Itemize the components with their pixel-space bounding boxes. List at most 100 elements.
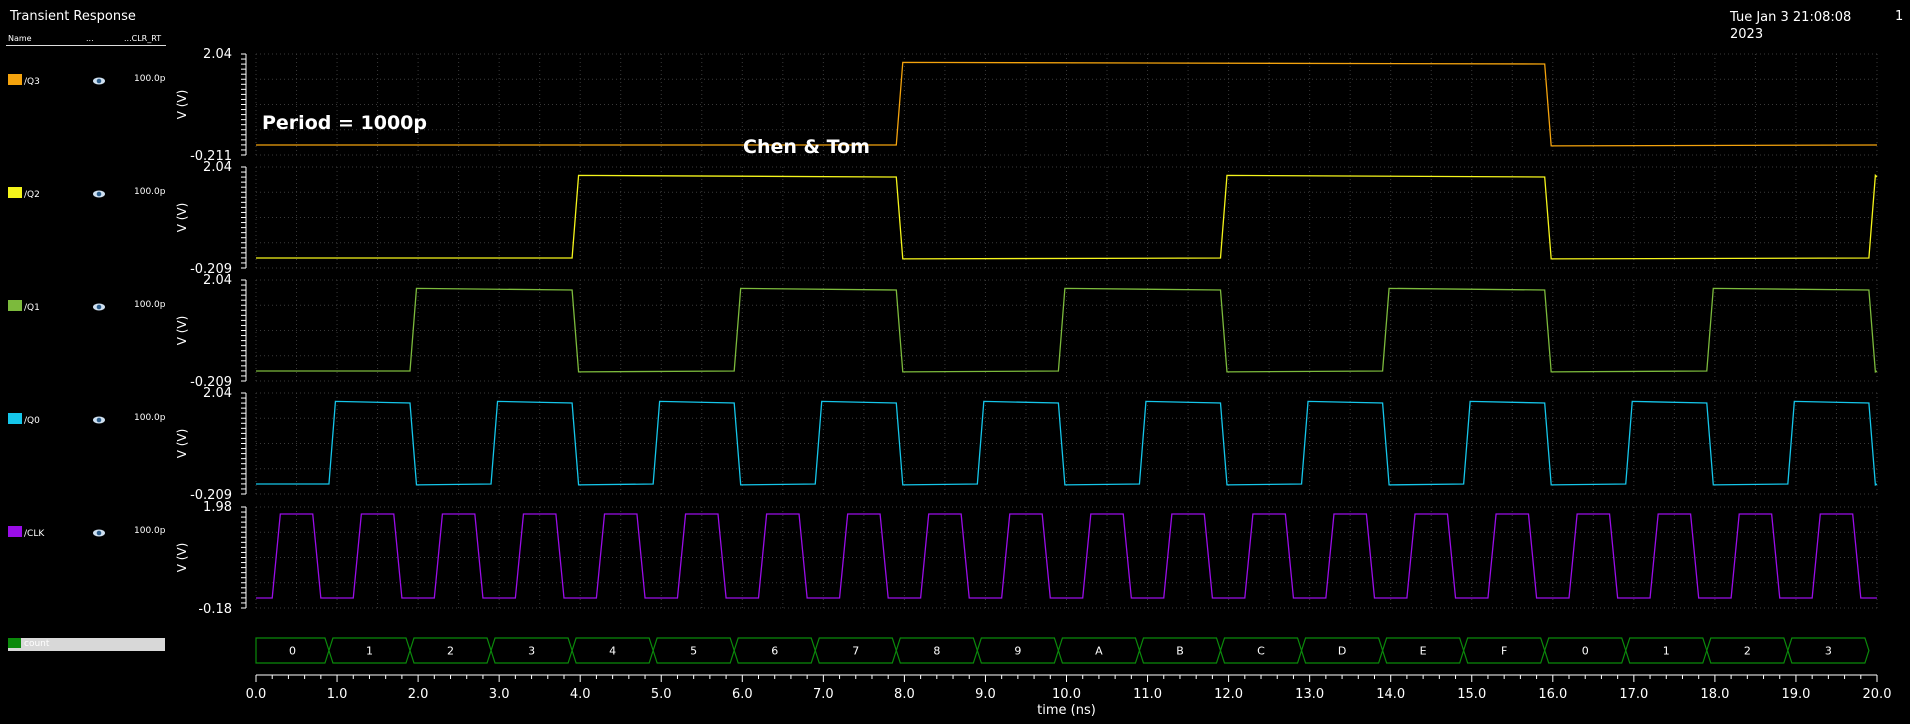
legend-item-value: 100.0p bbox=[134, 187, 166, 197]
legend-item-value: 100.0p bbox=[134, 413, 166, 423]
bus-segment bbox=[409, 637, 492, 664]
eye-icon[interactable] bbox=[92, 301, 106, 313]
y-axis-label: V (V) bbox=[175, 429, 189, 459]
waveform-q0 bbox=[256, 400, 1878, 486]
bus-value: F bbox=[1501, 645, 1507, 658]
color-swatch bbox=[8, 187, 22, 198]
bus-value: 0 bbox=[1582, 645, 1589, 658]
y-min-label: -0.209 bbox=[190, 375, 232, 390]
bus-value: 2 bbox=[447, 645, 454, 658]
bus-value: B bbox=[1176, 645, 1184, 658]
bus-segment bbox=[571, 637, 654, 664]
x-tick-label: 5.0 bbox=[651, 687, 672, 702]
bus-value: D bbox=[1338, 645, 1346, 658]
legend-item-clk[interactable]: /CLK 100.0p bbox=[6, 526, 168, 540]
bus-value: 2 bbox=[1744, 645, 1751, 658]
trace-panel-q3 bbox=[241, 53, 1878, 156]
bus-segment bbox=[1787, 637, 1870, 664]
trace-panel-clk bbox=[241, 506, 1878, 609]
bus-value: 1 bbox=[1663, 645, 1670, 658]
bus-value: 8 bbox=[933, 645, 940, 658]
bus-value: 6 bbox=[771, 645, 778, 658]
x-tick-label: 12.0 bbox=[1214, 687, 1243, 702]
legend-item-value: 100.0p bbox=[134, 300, 166, 310]
legend-item-q2[interactable]: /Q2 100.0p bbox=[6, 187, 168, 201]
legend-item-value: 100.0p bbox=[134, 526, 166, 536]
x-tick-label: 1.0 bbox=[327, 687, 348, 702]
bus-value: 4 bbox=[609, 645, 616, 658]
x-tick-label: 4.0 bbox=[570, 687, 591, 702]
legend-item-label: /CLK bbox=[24, 529, 45, 539]
bus-value: 7 bbox=[852, 645, 859, 658]
bus-value: 1 bbox=[366, 645, 373, 658]
bus-value: C bbox=[1257, 645, 1265, 658]
bus-segment bbox=[1706, 637, 1789, 664]
bus-segment bbox=[733, 637, 816, 664]
trace-panel-q2 bbox=[241, 166, 1878, 269]
y-axis-label: V (V) bbox=[175, 90, 189, 120]
bus-segment bbox=[1625, 637, 1708, 664]
waveform-clk bbox=[256, 513, 1877, 599]
bus-segment bbox=[1381, 637, 1465, 664]
legend-item-label: /Q3 bbox=[24, 77, 40, 87]
x-tick-label: 6.0 bbox=[732, 687, 753, 702]
bus-segment bbox=[652, 637, 735, 664]
bus-value: 5 bbox=[690, 645, 697, 658]
legend-item-q1[interactable]: /Q1 100.0p bbox=[6, 300, 168, 314]
y-axis-label: V (V) bbox=[175, 543, 189, 573]
y-min-label: -0.211 bbox=[190, 149, 232, 164]
x-tick-label: 15.0 bbox=[1457, 687, 1486, 702]
x-tick-label: 16.0 bbox=[1538, 687, 1567, 702]
x-tick-label: 11.0 bbox=[1133, 687, 1162, 702]
x-tick-label: 19.0 bbox=[1781, 687, 1810, 702]
bus-value: 3 bbox=[1825, 645, 1832, 658]
bus-segment bbox=[1057, 637, 1141, 664]
period-annotation: Period = 1000p bbox=[262, 112, 427, 134]
bus-segment bbox=[976, 637, 1060, 664]
color-swatch bbox=[8, 413, 22, 424]
x-tick-label: 10.0 bbox=[1052, 687, 1081, 702]
legend-item-label: /Q0 bbox=[24, 416, 40, 426]
bus-segment bbox=[490, 637, 573, 664]
legend-item-count[interactable]: count bbox=[8, 638, 165, 651]
y-min-label: -0.209 bbox=[190, 488, 232, 503]
bus-segment bbox=[1300, 637, 1384, 664]
legend-item-q3[interactable]: /Q3 100.0p bbox=[6, 74, 168, 88]
x-tick-label: 0.0 bbox=[246, 687, 267, 702]
legend-item-label: count bbox=[24, 639, 50, 649]
x-tick-label: 9.0 bbox=[975, 687, 996, 702]
eye-icon[interactable] bbox=[92, 527, 106, 539]
trace-panel-q1 bbox=[241, 279, 1878, 382]
y-max-label: 2.04 bbox=[203, 386, 232, 401]
bus-value: E bbox=[1420, 645, 1427, 658]
y-min-label: -0.18 bbox=[198, 602, 232, 617]
x-tick-label: 13.0 bbox=[1295, 687, 1324, 702]
y-max-label: 2.04 bbox=[203, 47, 232, 62]
y-axis-label: V (V) bbox=[175, 203, 189, 233]
bus-value: A bbox=[1095, 645, 1103, 658]
waveform-q2 bbox=[256, 173, 1878, 260]
x-tick-label: 18.0 bbox=[1700, 687, 1729, 702]
bus-segment bbox=[895, 637, 978, 664]
legend-header: Name ... ...CLR_RT bbox=[6, 33, 166, 46]
eye-icon[interactable] bbox=[92, 75, 106, 87]
legend-item-value: 100.0p bbox=[134, 74, 166, 84]
trace-panel-q0 bbox=[241, 392, 1878, 495]
eye-icon[interactable] bbox=[92, 414, 106, 426]
bus-value: 0 bbox=[289, 645, 296, 658]
y-max-label: 1.98 bbox=[203, 500, 232, 515]
legend-item-label: /Q2 bbox=[24, 190, 40, 200]
eye-icon[interactable] bbox=[92, 188, 106, 200]
bus-value: 3 bbox=[528, 645, 535, 658]
x-tick-label: 2.0 bbox=[408, 687, 429, 702]
legend-item-label: /Q1 bbox=[24, 303, 40, 313]
x-axis-label: time (ns) bbox=[1037, 703, 1096, 718]
bus-segment bbox=[1219, 637, 1303, 664]
legend-header-mid: ... bbox=[86, 34, 94, 43]
y-max-label: 2.04 bbox=[203, 273, 232, 288]
waveform-q3 bbox=[256, 61, 1878, 147]
authors-annotation: Chen & Tom bbox=[743, 136, 870, 158]
legend-item-q0[interactable]: /Q0 100.0p bbox=[6, 413, 168, 427]
bus-segment bbox=[1544, 637, 1627, 664]
